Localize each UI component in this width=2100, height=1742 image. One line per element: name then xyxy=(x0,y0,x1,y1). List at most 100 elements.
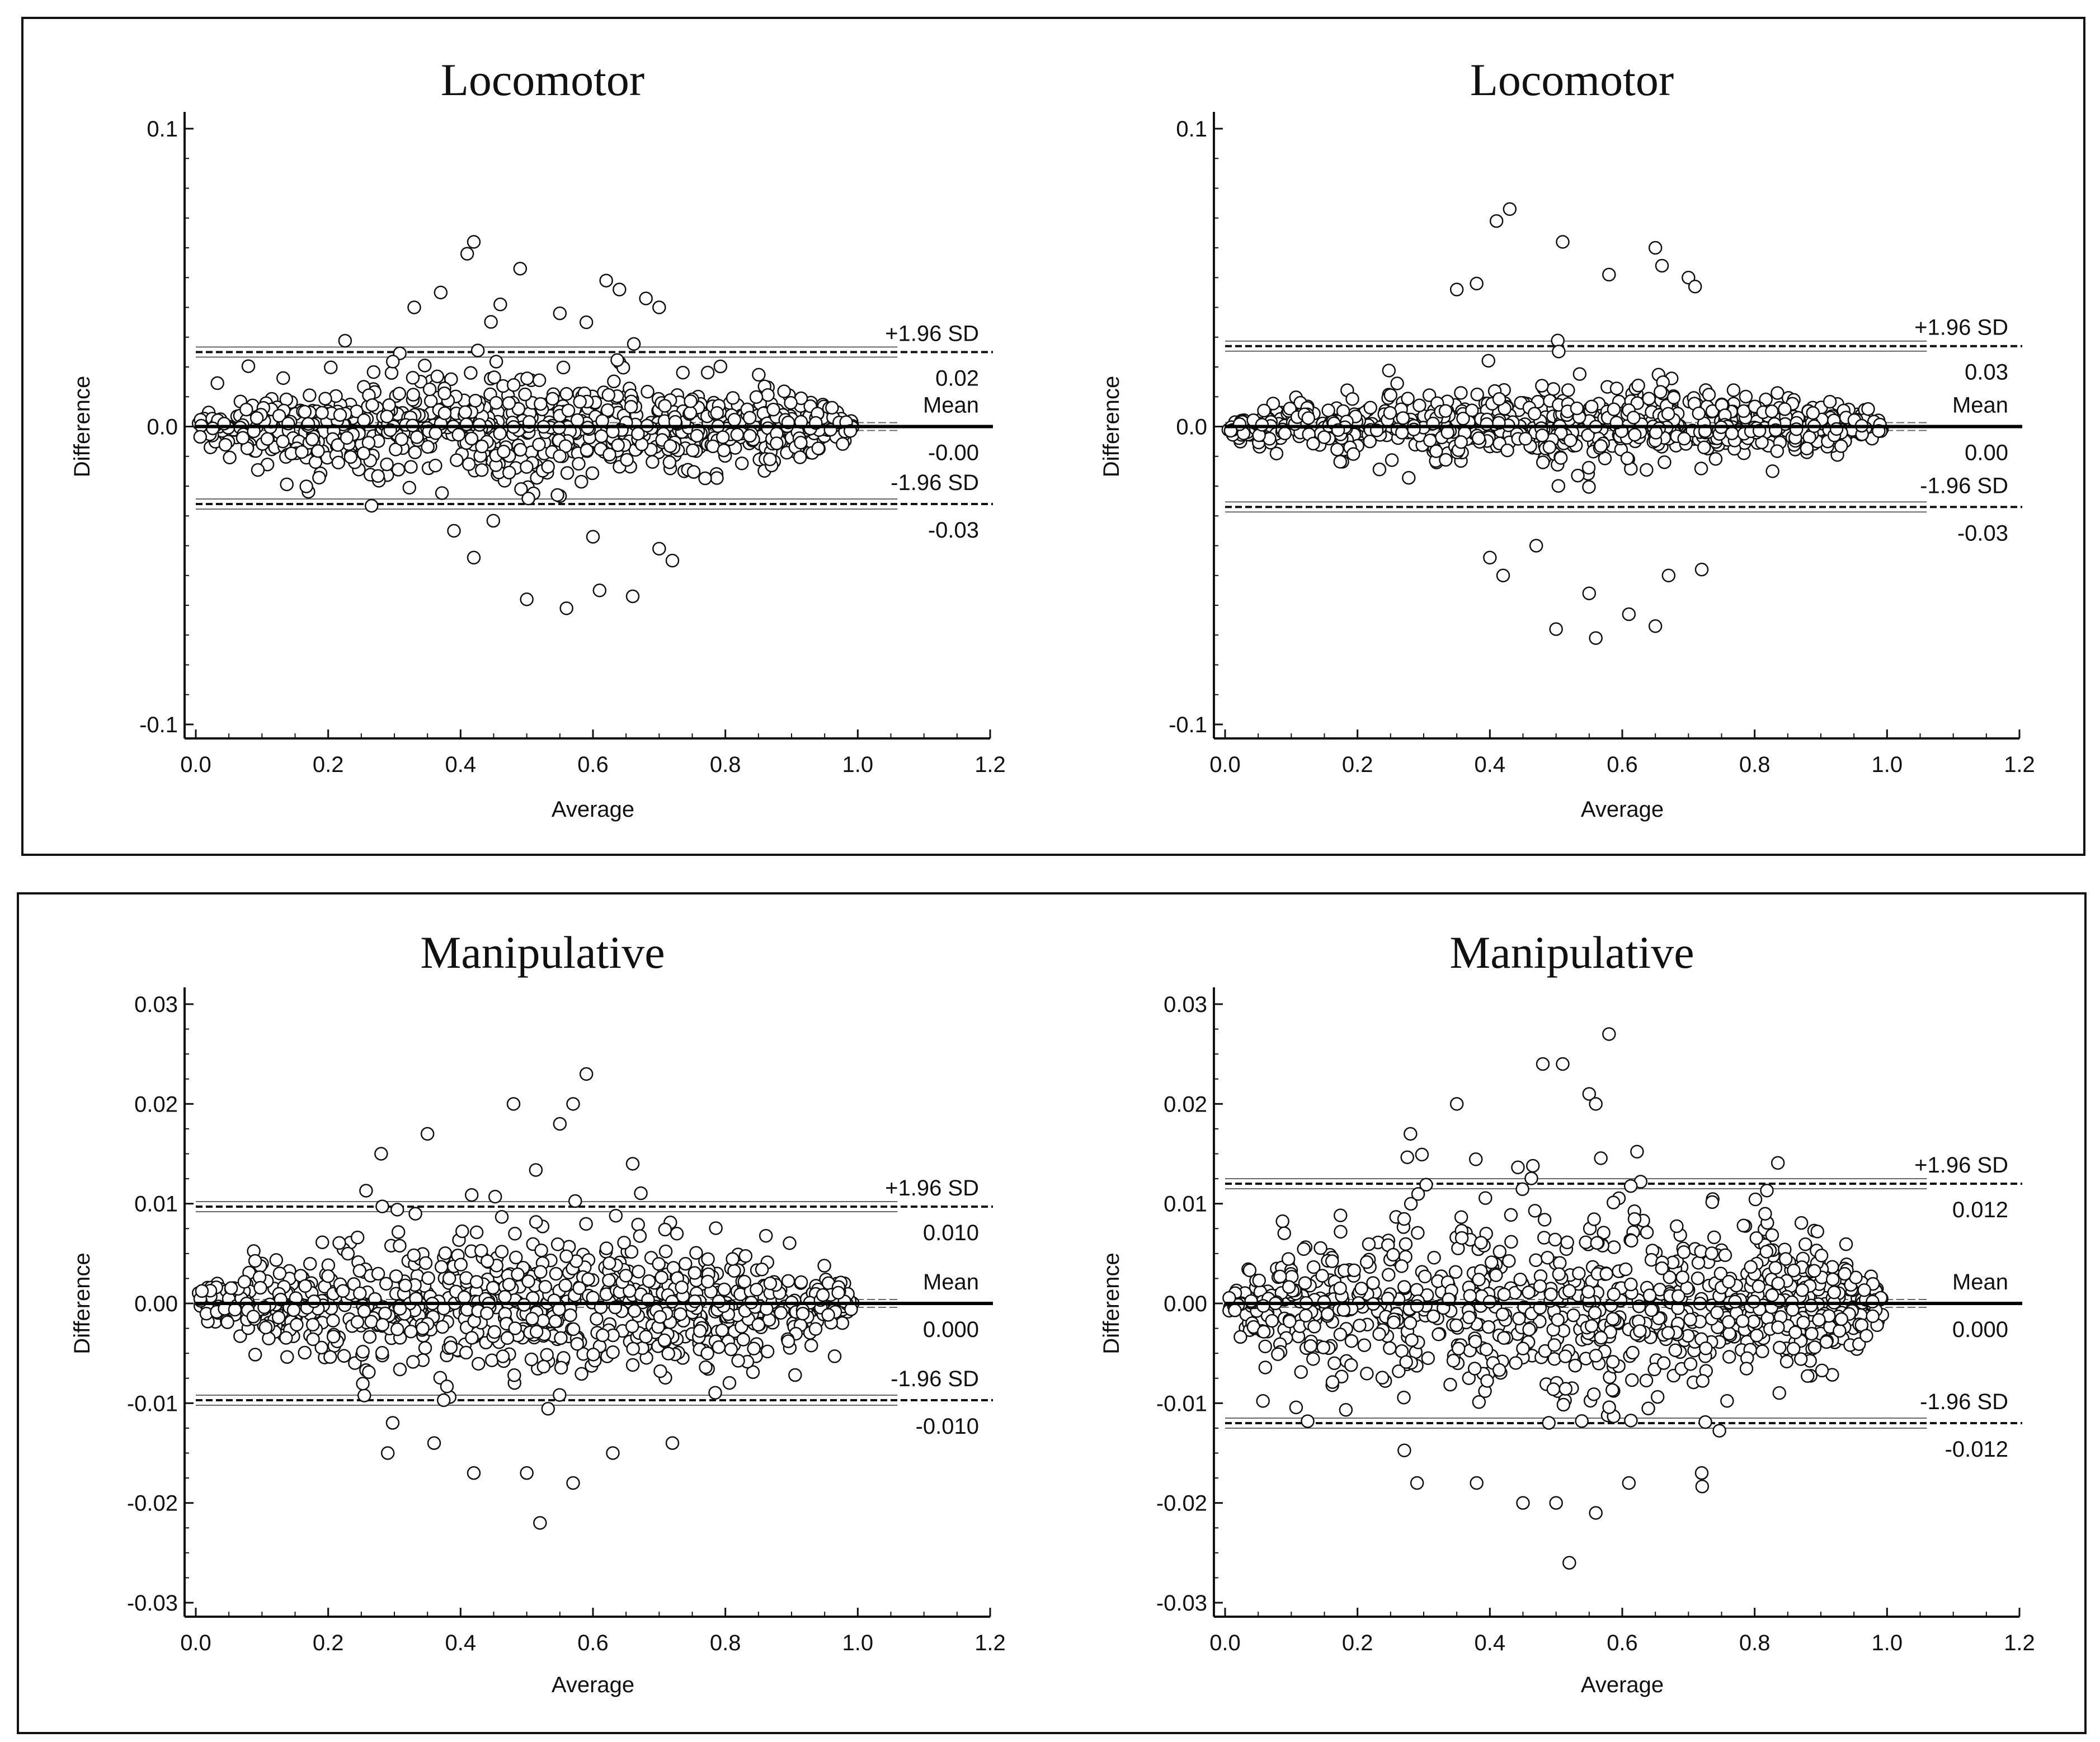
data-point xyxy=(1639,1373,1654,1388)
data-point xyxy=(1527,407,1542,421)
data-point xyxy=(507,1368,521,1382)
data-point xyxy=(1553,1256,1567,1270)
data-point xyxy=(632,1264,646,1279)
data-point xyxy=(553,1388,567,1402)
data-point xyxy=(550,488,564,502)
data-point xyxy=(1735,1314,1750,1328)
data-point xyxy=(1269,446,1284,460)
data-point xyxy=(708,1386,722,1400)
panel-frame-bottom xyxy=(17,892,2087,1734)
data-point xyxy=(1397,1280,1411,1294)
data-point xyxy=(1642,1288,1657,1302)
data-point xyxy=(700,1274,715,1289)
y-tick-label: -0.01 xyxy=(127,1391,178,1416)
data-point xyxy=(1751,1279,1766,1293)
data-point xyxy=(717,1282,731,1297)
data-point xyxy=(1607,1240,1621,1254)
data-point xyxy=(1372,462,1387,477)
mean-value: -0.00 xyxy=(928,441,979,465)
data-point xyxy=(1392,1364,1406,1378)
data-point xyxy=(420,1127,435,1141)
data-point xyxy=(1739,1362,1754,1376)
data-point xyxy=(1609,382,1624,396)
data-point xyxy=(438,1246,453,1260)
data-point xyxy=(548,1314,563,1329)
x-tick-label: 1.2 xyxy=(2004,1631,2035,1655)
data-point xyxy=(652,542,666,556)
data-point xyxy=(1722,1326,1736,1341)
data-point xyxy=(486,514,501,528)
data-point xyxy=(1749,1231,1764,1245)
panel-frame-top xyxy=(21,17,2085,856)
data-point xyxy=(794,435,808,450)
data-point xyxy=(429,426,442,440)
x-tick-label: 0.6 xyxy=(577,752,609,777)
data-point xyxy=(1271,1347,1285,1361)
x-tick-label: 1.2 xyxy=(974,1631,1006,1655)
data-point xyxy=(1489,1268,1503,1282)
data-point xyxy=(665,553,680,568)
data-point xyxy=(299,479,313,493)
data-point xyxy=(1443,1377,1457,1392)
data-point xyxy=(1495,1307,1510,1321)
data-point xyxy=(298,404,312,419)
data-point xyxy=(410,430,424,444)
data-point xyxy=(1768,1261,1783,1275)
data-point xyxy=(1654,385,1668,399)
data-point xyxy=(248,1348,262,1362)
data-point xyxy=(1515,1182,1529,1197)
data-point xyxy=(540,1348,554,1362)
data-point xyxy=(1396,411,1410,425)
data-point xyxy=(1800,441,1814,455)
data-point xyxy=(323,1350,337,1364)
data-point xyxy=(1454,1210,1468,1225)
data-point xyxy=(639,1330,653,1344)
data-point xyxy=(357,1388,371,1402)
data-point xyxy=(652,1257,666,1271)
data-point xyxy=(1620,451,1635,465)
data-point xyxy=(521,1274,535,1288)
data-point xyxy=(559,601,573,615)
data-point xyxy=(592,583,607,597)
lower-limit-name: -1.96 SD xyxy=(891,470,979,495)
data-point xyxy=(1522,1286,1536,1300)
data-point xyxy=(1602,1400,1616,1414)
data-point xyxy=(1489,214,1504,228)
data-point xyxy=(1558,1382,1573,1396)
data-point xyxy=(362,1330,377,1344)
data-point xyxy=(1605,1312,1620,1326)
data-point xyxy=(717,443,731,458)
data-point xyxy=(418,359,432,373)
data-point xyxy=(1795,1283,1809,1297)
data-point xyxy=(601,388,616,402)
data-point xyxy=(338,333,352,348)
data-point xyxy=(1418,1269,1432,1284)
data-point xyxy=(1363,401,1378,415)
data-point xyxy=(1360,1367,1374,1381)
chart-title: Manipulative xyxy=(1449,927,1694,978)
data-point xyxy=(295,445,309,459)
data-point xyxy=(1334,1225,1348,1239)
data-point xyxy=(606,1446,620,1460)
data-point xyxy=(253,1280,267,1295)
data-point xyxy=(1242,1263,1257,1278)
upper-limit-name: +1.96 SD xyxy=(1914,316,2008,340)
data-point xyxy=(1640,1225,1654,1240)
data-point xyxy=(1410,1299,1424,1313)
data-point xyxy=(407,1248,421,1263)
data-point xyxy=(457,1290,472,1305)
data-points xyxy=(191,1067,860,1530)
data-point xyxy=(734,456,749,470)
data-point xyxy=(1257,403,1271,418)
data-point xyxy=(1325,1254,1339,1268)
data-point xyxy=(374,1147,388,1161)
data-point xyxy=(1353,1319,1367,1333)
data-point xyxy=(1333,1208,1348,1222)
data-point xyxy=(574,474,588,489)
data-point xyxy=(625,1319,639,1334)
data-point xyxy=(1516,1496,1530,1510)
data-point xyxy=(1432,1327,1445,1341)
data-point xyxy=(1720,1393,1734,1408)
y-tick-label: 0.01 xyxy=(1164,1192,1207,1217)
data-point xyxy=(1321,403,1335,417)
